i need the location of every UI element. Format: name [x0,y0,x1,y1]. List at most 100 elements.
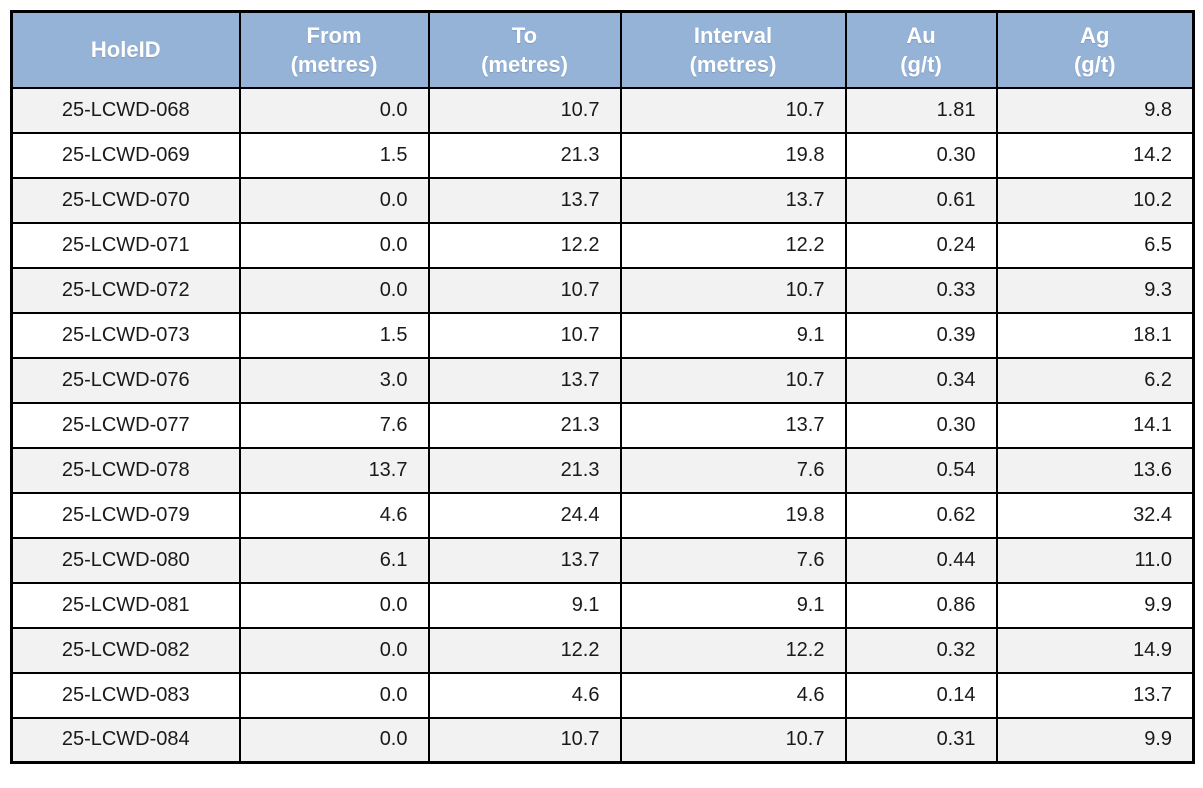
cell-from: 0.0 [238,671,430,719]
table-row: 25-LCWD-081 0.0 9.1 9.1 0.86 9.9 [10,581,1195,629]
cell-ag: 14.2 [995,131,1195,179]
cell-ag: 9.3 [995,266,1195,314]
cell-to: 12.2 [427,626,622,674]
cell-holeid: 25-LCWD-080 [10,536,241,584]
cell-au: 0.14 [844,671,998,719]
table-row: 25-LCWD-082 0.0 12.2 12.2 0.32 14.9 [10,626,1195,674]
cell-from: 0.0 [238,86,430,134]
cell-au: 0.32 [844,626,998,674]
cell-au: 0.61 [844,176,998,224]
header-label: Ag [1080,22,1110,48]
table-body: 25-LCWD-068 0.0 10.7 10.7 1.81 9.8 25-LCWD-069… [10,86,1195,764]
cell-from: 0.0 [238,581,430,629]
table-row: 25-LCWD-073 1.5 10.7 9.1 0.39 18.1 [10,311,1195,359]
table-row: 25-LCWD-079 4.6 24.4 19.8 0.62 32.4 [10,491,1195,539]
cell-ag: 18.1 [995,311,1195,359]
header-label: HoleID [90,37,161,63]
cell-from: 4.6 [238,491,430,539]
cell-au: 0.24 [844,221,998,269]
cell-au: 0.30 [844,131,998,179]
drill-results-table: HoleID From (metres) To (metres) Interva… [10,10,1195,764]
cell-holeid: 25-LCWD-076 [10,356,241,404]
cell-to: 10.7 [427,266,622,314]
header-label: From [306,22,362,48]
cell-holeid: 25-LCWD-069 [10,131,241,179]
header-label: Interval [693,22,773,48]
cell-ag: 9.8 [995,86,1195,134]
cell-from: 13.7 [238,446,430,494]
cell-interval: 9.1 [619,311,847,359]
cell-au: 0.30 [844,401,998,449]
header-label: Au [906,22,936,48]
cell-au: 0.39 [844,311,998,359]
table-row: 25-LCWD-083 0.0 4.6 4.6 0.14 13.7 [10,671,1195,719]
cell-interval: 10.7 [619,266,847,314]
cell-au: 0.33 [844,266,998,314]
header-sublabel: (metres) [689,51,777,77]
cell-from: 0.0 [238,266,430,314]
cell-from: 7.6 [238,401,430,449]
cell-from: 1.5 [238,311,430,359]
cell-interval: 10.7 [619,86,847,134]
cell-au: 0.31 [844,716,998,764]
cell-holeid: 25-LCWD-079 [10,491,241,539]
cell-to: 13.7 [427,536,622,584]
column-header-ag: Ag (g/t) [995,10,1195,89]
cell-holeid: 25-LCWD-077 [10,401,241,449]
cell-au: 0.34 [844,356,998,404]
cell-holeid: 25-LCWD-081 [10,581,241,629]
column-header-interval: Interval (metres) [619,10,847,89]
cell-au: 0.86 [844,581,998,629]
cell-au: 0.54 [844,446,998,494]
header-label: To [511,22,538,48]
cell-to: 24.4 [427,491,622,539]
column-header-au: Au (g/t) [844,10,998,89]
cell-interval: 9.1 [619,581,847,629]
cell-from: 1.5 [238,131,430,179]
cell-au: 0.62 [844,491,998,539]
table-row: 25-LCWD-068 0.0 10.7 10.7 1.81 9.8 [10,86,1195,134]
cell-ag: 13.7 [995,671,1195,719]
cell-holeid: 25-LCWD-070 [10,176,241,224]
table-row: 25-LCWD-078 13.7 21.3 7.6 0.54 13.6 [10,446,1195,494]
cell-ag: 11.0 [995,536,1195,584]
cell-au: 0.44 [844,536,998,584]
header-row: HoleID From (metres) To (metres) Interva… [10,10,1195,89]
cell-ag: 9.9 [995,716,1195,764]
cell-holeid: 25-LCWD-068 [10,86,241,134]
cell-from: 6.1 [238,536,430,584]
cell-ag: 13.6 [995,446,1195,494]
cell-from: 0.0 [238,716,430,764]
table-row: 25-LCWD-070 0.0 13.7 13.7 0.61 10.2 [10,176,1195,224]
table-row: 25-LCWD-080 6.1 13.7 7.6 0.44 11.0 [10,536,1195,584]
cell-interval: 19.8 [619,491,847,539]
cell-holeid: 25-LCWD-073 [10,311,241,359]
column-header-holeid: HoleID [10,10,241,89]
cell-holeid: 25-LCWD-083 [10,671,241,719]
cell-from: 0.0 [238,221,430,269]
table-row: 25-LCWD-084 0.0 10.7 10.7 0.31 9.9 [10,716,1195,764]
cell-to: 10.7 [427,311,622,359]
cell-holeid: 25-LCWD-084 [10,716,241,764]
cell-to: 21.3 [427,131,622,179]
cell-from: 0.0 [238,176,430,224]
cell-to: 9.1 [427,581,622,629]
cell-ag: 9.9 [995,581,1195,629]
cell-ag: 10.2 [995,176,1195,224]
table-header: HoleID From (metres) To (metres) Interva… [10,10,1195,89]
header-sublabel: (g/t) [1073,51,1116,77]
cell-ag: 14.1 [995,401,1195,449]
cell-from: 3.0 [238,356,430,404]
cell-interval: 19.8 [619,131,847,179]
drill-results-table-container: HoleID From (metres) To (metres) Interva… [10,10,1195,764]
cell-ag: 14.9 [995,626,1195,674]
cell-to: 21.3 [427,446,622,494]
cell-holeid: 25-LCWD-082 [10,626,241,674]
cell-holeid: 25-LCWD-071 [10,221,241,269]
table-row: 25-LCWD-077 7.6 21.3 13.7 0.30 14.1 [10,401,1195,449]
table-row: 25-LCWD-072 0.0 10.7 10.7 0.33 9.3 [10,266,1195,314]
cell-to: 13.7 [427,356,622,404]
cell-interval: 12.2 [619,626,847,674]
cell-holeid: 25-LCWD-072 [10,266,241,314]
cell-interval: 13.7 [619,401,847,449]
